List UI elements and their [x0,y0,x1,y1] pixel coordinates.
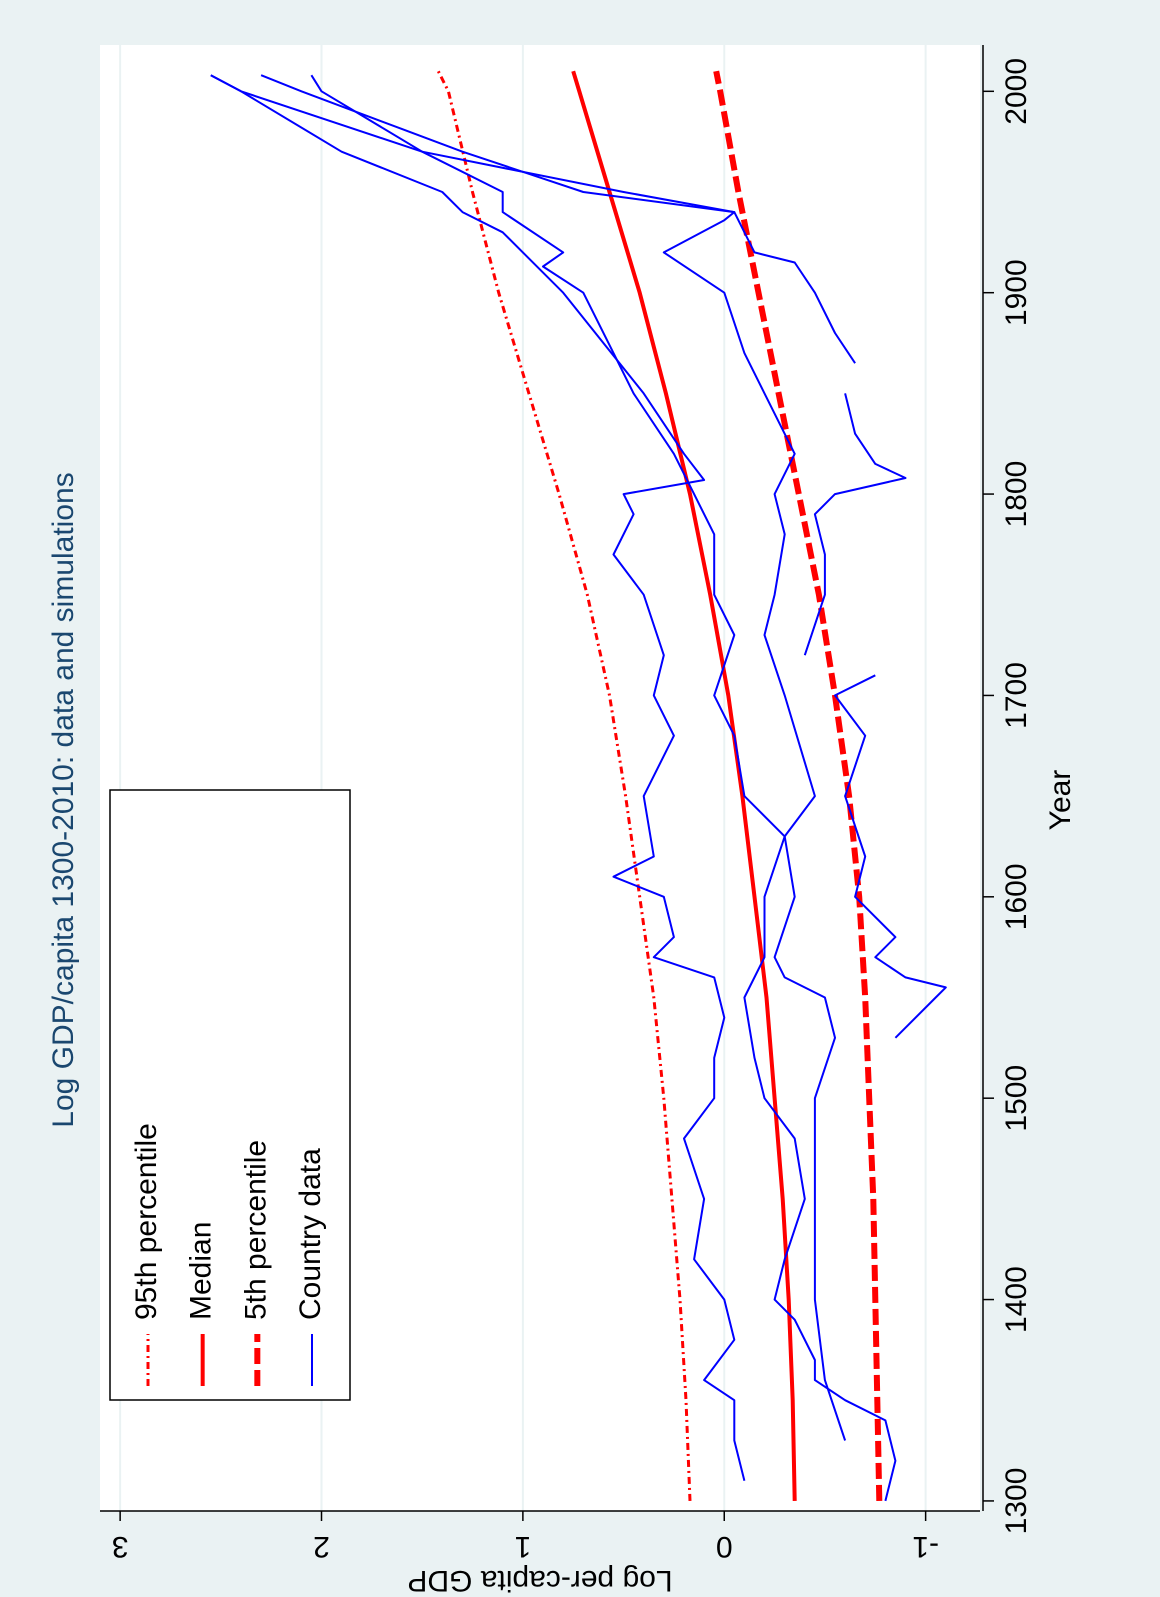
legend-label: 95th percentile [130,1123,163,1320]
chart-title: Log GDP/capita 1300-2010: data and simul… [47,472,80,1127]
y-axis-label: Log per-capita GDP [407,1564,672,1597]
line [210,74,947,1039]
line [260,74,847,1441]
x-tick-label: 1400 [1000,1266,1033,1333]
x-tick-label: 1300 [1000,1468,1033,1535]
line [310,74,897,1502]
legend-label: Median [185,1222,218,1320]
x-tick-label: 1500 [1000,1065,1033,1132]
legend-label: 5th percentile [239,1140,272,1320]
y-tick-label: 1 [515,1530,532,1563]
x-tick-label: 2000 [1000,58,1033,125]
x-tick-label: 1800 [1000,461,1033,528]
line [436,70,692,1501]
x-axis-label: Year [1044,770,1077,831]
y-tick-label: 0 [716,1530,733,1563]
line [210,74,746,1482]
y-tick-label: 2 [313,1530,330,1563]
x-tick-label: 1600 [1000,863,1033,930]
legend-label: Country data [294,1148,327,1320]
y-tick-label: -1 [912,1530,939,1563]
y-tick-label: 3 [112,1530,129,1563]
x-tick-label: 1900 [1000,259,1033,326]
legend-box [109,789,351,1401]
x-tick-label: 1700 [1000,662,1033,729]
